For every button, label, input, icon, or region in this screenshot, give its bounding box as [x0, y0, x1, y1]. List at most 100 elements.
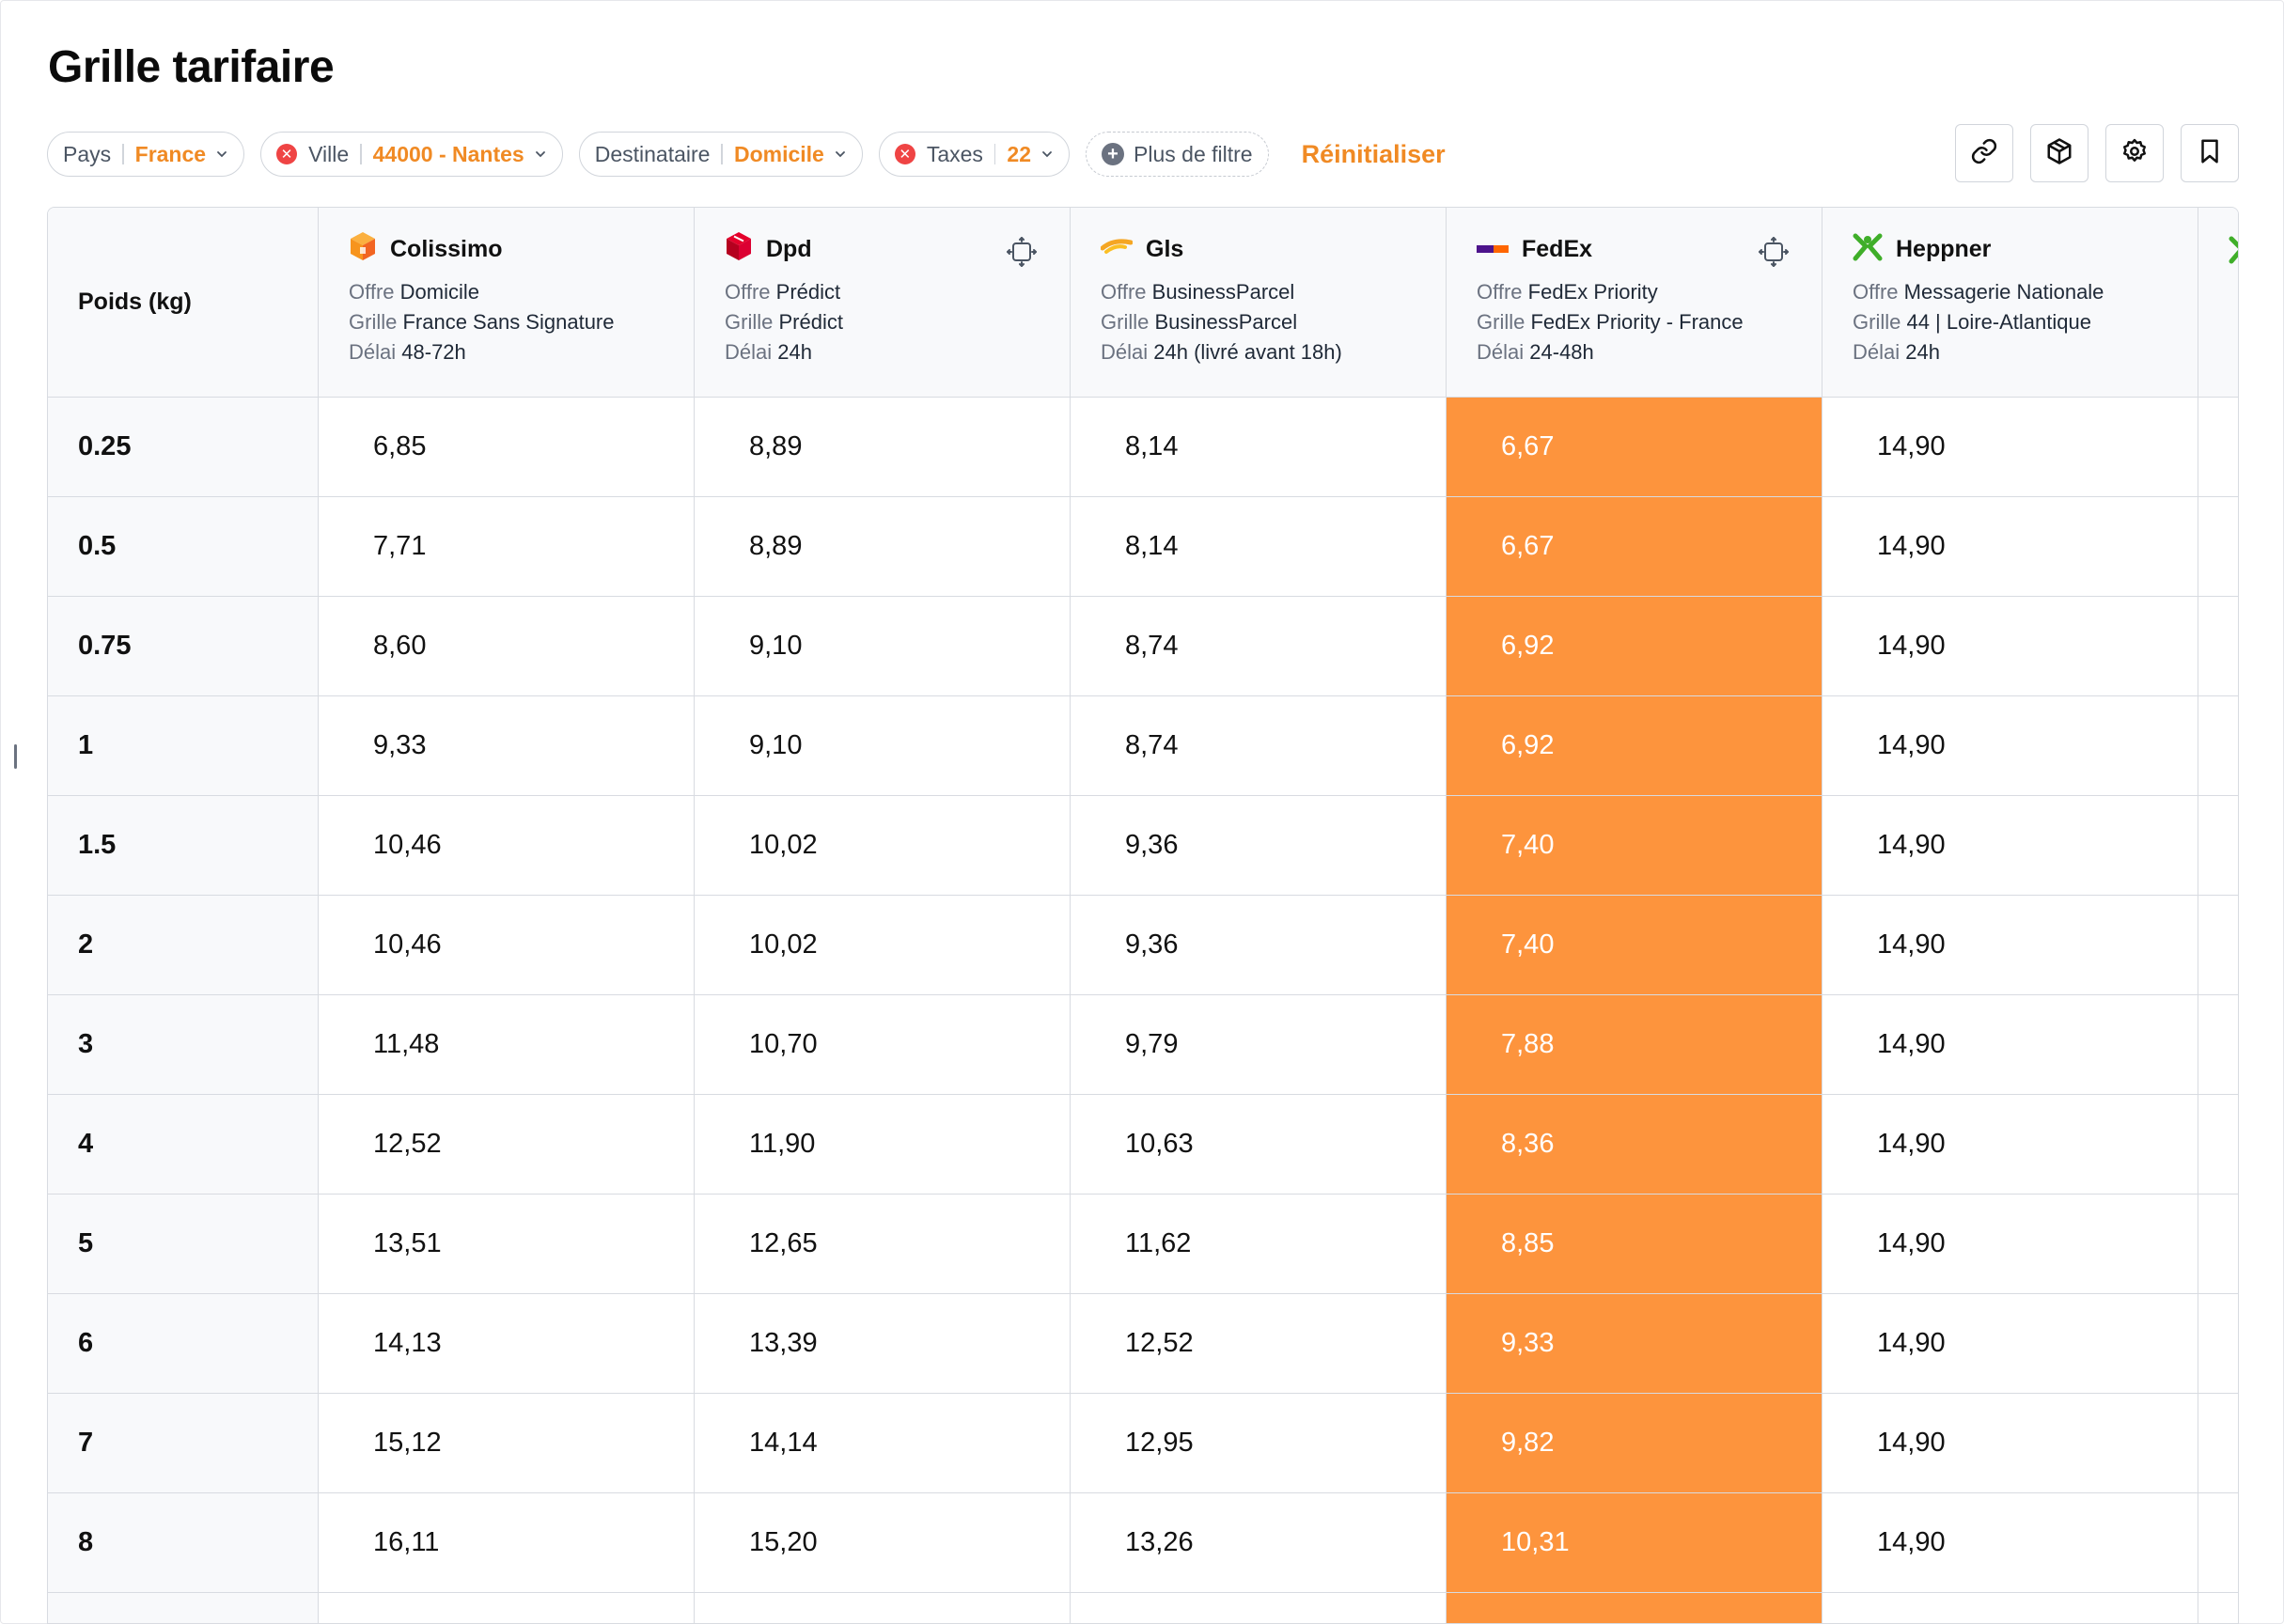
weight-cell: [48, 1593, 319, 1623]
price-cell[interactable]: 13,51: [319, 1195, 695, 1293]
price-cell[interactable]: 15,12: [319, 1394, 695, 1492]
price-cell[interactable]: 13,39: [695, 1294, 1071, 1393]
price-cell[interactable]: 12,52: [319, 1095, 695, 1194]
price-cell[interactable]: 8,14: [1071, 497, 1447, 596]
bookmark-button[interactable]: [2181, 124, 2239, 182]
price-cell[interactable]: 12,65: [695, 1195, 1071, 1293]
offer-label: Offre: [1101, 280, 1147, 304]
price-cell[interactable]: 8,14: [1071, 398, 1447, 496]
filter-chip-destinataire[interactable]: Destinataire Domicile: [578, 132, 863, 177]
chevron-down-icon: [1040, 148, 1054, 161]
price-cell[interactable]: 8,89: [695, 497, 1071, 596]
grid-value: Prédict: [778, 310, 843, 334]
price-cell[interactable]: 10,02: [695, 896, 1071, 994]
filter-value: 44000 - Nantes: [372, 141, 524, 166]
price-cell[interactable]: 14,14: [695, 1394, 1071, 1492]
carrier-header-dpd[interactable]: Dpd Offre Prédict Grille Prédict Délai 2…: [695, 208, 1071, 397]
carrier-name: Heppner: [1896, 235, 1992, 262]
price-cell[interactable]: 9,10: [695, 696, 1071, 795]
price-cell[interactable]: 9,33: [1447, 1294, 1823, 1393]
link-icon: [1970, 137, 1998, 170]
price-cell[interactable]: 9,10: [695, 597, 1071, 695]
price-cell[interactable]: 6,85: [319, 398, 695, 496]
price-cell[interactable]: 7,71: [319, 497, 695, 596]
price-cell[interactable]: 6,92: [1447, 597, 1823, 695]
filter-chip-pays[interactable]: Pays France: [47, 132, 245, 177]
filter-chip-taxes[interactable]: ✕ Taxes 22: [878, 132, 1071, 177]
price-cell[interactable]: 8,85: [1447, 1195, 1823, 1293]
heppner-logo-icon: [2229, 236, 2238, 269]
price-cell[interactable]: 14,13: [319, 1294, 695, 1393]
more-filters-button[interactable]: + Plus de filtre: [1086, 132, 1269, 177]
price-cell: [1823, 1593, 2198, 1623]
price-cell[interactable]: 10,31: [1447, 1493, 1823, 1592]
filter-value: France: [134, 141, 207, 166]
price-cell[interactable]: 14,90: [1823, 1095, 2198, 1194]
carrier-header-colissimo[interactable]: Colissimo Offre Domicile Grille France S…: [319, 208, 695, 397]
price-cell[interactable]: 12,95: [1071, 1394, 1447, 1492]
price-cell[interactable]: 14,90: [1823, 796, 2198, 895]
price-cell[interactable]: 8,60: [319, 597, 695, 695]
price-cell[interactable]: 15,20: [695, 1493, 1071, 1592]
price-cell[interactable]: 11,62: [1071, 1195, 1447, 1293]
price-cell[interactable]: 9,36: [1071, 896, 1447, 994]
package-button[interactable]: [2030, 124, 2088, 182]
price-cell[interactable]: 10,02: [695, 796, 1071, 895]
price-cell[interactable]: 10,46: [319, 896, 695, 994]
price-cell[interactable]: 7,40: [1447, 896, 1823, 994]
price-cell: [1071, 1593, 1447, 1623]
price-cell[interactable]: 11,90: [695, 1095, 1071, 1194]
price-cell[interactable]: 14,90: [1823, 896, 2198, 994]
price-cell[interactable]: 14,90: [1823, 398, 2198, 496]
carrier-header-heppner[interactable]: Heppner Offre Messagerie Nationale Grill…: [1823, 208, 2198, 397]
price-cell[interactable]: 6,67: [1447, 398, 1823, 496]
price-cell[interactable]: 14,90: [1823, 597, 2198, 695]
price-cell[interactable]: 14,90: [1823, 1294, 2198, 1393]
focus-column-icon[interactable]: [1758, 236, 1790, 273]
price-cell[interactable]: 7,88: [1447, 995, 1823, 1094]
plus-circle-icon: +: [1102, 143, 1125, 165]
price-cell[interactable]: 13,26: [1071, 1493, 1447, 1592]
price-cell[interactable]: 14,90: [1823, 995, 2198, 1094]
remove-filter-icon[interactable]: ✕: [276, 144, 298, 164]
price-cell[interactable]: 10,63: [1071, 1095, 1447, 1194]
price-cell[interactable]: 6,67: [1447, 497, 1823, 596]
reset-button[interactable]: Réinitialiser: [1301, 139, 1446, 168]
price-cell[interactable]: 10,70: [695, 995, 1071, 1094]
carrier-header-gls[interactable]: Gls Offre BusinessParcel Grille Business…: [1071, 208, 1447, 397]
price-cell[interactable]: 14,90: [1823, 1493, 2198, 1592]
focus-column-icon[interactable]: [1006, 236, 1038, 273]
grid-value: France Sans Signature: [402, 310, 615, 334]
price-cell[interactable]: 9,79: [1071, 995, 1447, 1094]
price-cell[interactable]: 8,74: [1071, 696, 1447, 795]
price-cell[interactable]: 8,36: [1447, 1095, 1823, 1194]
remove-filter-icon[interactable]: ✕: [894, 144, 915, 164]
price-cell[interactable]: 9,82: [1447, 1394, 1823, 1492]
filter-chip-ville[interactable]: ✕ Ville 44000 - Nantes: [260, 132, 563, 177]
price-cell[interactable]: 8,74: [1071, 597, 1447, 695]
offer-label: Offre: [1853, 280, 1899, 304]
price-cell[interactable]: 7,40: [1447, 796, 1823, 895]
carrier-header-fedex[interactable]: FedEx Offre FedEx Priority Grille FedEx …: [1447, 208, 1823, 397]
price-cell[interactable]: 11,48: [319, 995, 695, 1094]
grid-label: Grille: [349, 310, 398, 334]
resize-handle[interactable]: [14, 744, 17, 769]
price-cell[interactable]: 16,11: [319, 1493, 695, 1592]
price-cell[interactable]: 14,90: [1823, 497, 2198, 596]
price-cell[interactable]: 8,89: [695, 398, 1071, 496]
price-cell: [1447, 1593, 1823, 1623]
price-cell[interactable]: 9,36: [1071, 796, 1447, 895]
weight-cell: 7: [48, 1394, 319, 1492]
settings-button[interactable]: [2105, 124, 2164, 182]
price-cell[interactable]: 12,52: [1071, 1294, 1447, 1393]
price-cell[interactable]: 14,90: [1823, 696, 2198, 795]
link-button[interactable]: [1955, 124, 2013, 182]
price-cell[interactable]: 6,92: [1447, 696, 1823, 795]
price-cell[interactable]: 9,33: [319, 696, 695, 795]
price-cell[interactable]: 14,90: [1823, 1394, 2198, 1492]
carrier-name: Gls: [1146, 235, 1184, 262]
price-cell[interactable]: 10,46: [319, 796, 695, 895]
carrier-name: Dpd: [766, 235, 812, 262]
filter-key: Destinataire: [594, 141, 711, 166]
price-cell[interactable]: 14,90: [1823, 1195, 2198, 1293]
